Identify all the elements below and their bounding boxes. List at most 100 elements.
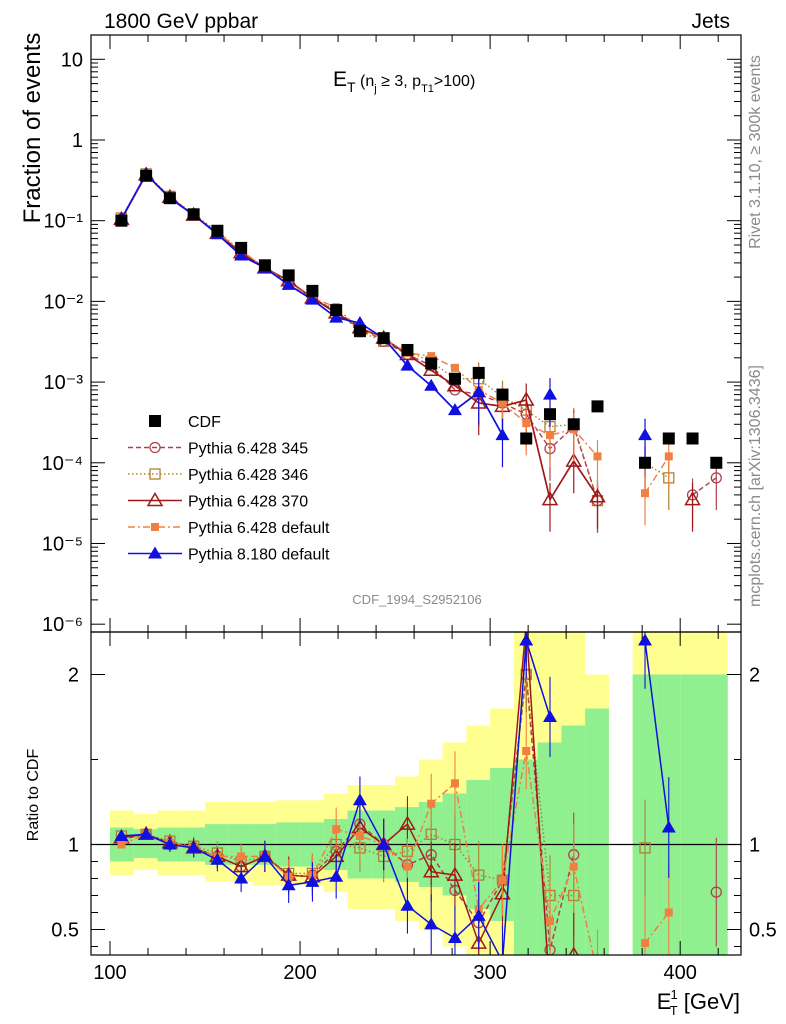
- rivet-label: Rivet 3.1.10, ≥ 300k events: [747, 55, 764, 249]
- data-point: [400, 358, 415, 371]
- data-point: [710, 472, 722, 484]
- ratio-point: [446, 866, 464, 881]
- data-point: [258, 259, 271, 272]
- legend-label: Pythia 6.428 default: [188, 520, 330, 537]
- data-point: [427, 352, 436, 361]
- ratio-point: [355, 832, 364, 840]
- ratio-point: [376, 837, 391, 850]
- ratio-point: [329, 869, 344, 882]
- ratio-point: [400, 898, 415, 911]
- ratio-point: [542, 710, 557, 722]
- data-point: [591, 400, 604, 413]
- legend-label: Pythia 8.180 default: [188, 547, 330, 564]
- main-panel: [113, 166, 723, 533]
- ratio-panel: [91, 632, 741, 1003]
- legend-entry: Pythia 6.428 346: [128, 467, 308, 484]
- ratio-frame: [90, 631, 742, 956]
- band-1sigma: [513, 759, 538, 955]
- ratio-point: [281, 878, 296, 891]
- main-y-tick-label: 10⁻⁵: [42, 533, 83, 555]
- ratio-point: [237, 852, 246, 861]
- ratio-y-tick-label: 1: [68, 835, 79, 857]
- series-cdf: [115, 169, 723, 469]
- axes-frames: 10 1 10⁻¹ 10⁻² 10⁻³ 10⁻⁴ 10⁻⁵ 10⁻⁶ 100 200 300 400 0…: [42, 34, 777, 984]
- ratio-point: [639, 842, 651, 854]
- ratio-point: [210, 852, 225, 865]
- data-point: [541, 491, 559, 506]
- main-y-tick-label: 10⁻¹: [44, 211, 84, 233]
- legend-label: Pythia 6.428 346: [188, 467, 308, 484]
- legend-marker: [149, 415, 161, 427]
- data-point: [522, 419, 531, 428]
- data-point: [425, 357, 438, 370]
- data-point: [542, 387, 557, 400]
- legend-entry: Pythia 8.180 default: [128, 546, 330, 564]
- ratio-point: [545, 917, 554, 925]
- data-point: [115, 214, 128, 227]
- ratio-point: [352, 793, 367, 806]
- ratio-point: [447, 931, 462, 943]
- ratio-point: [543, 991, 557, 1003]
- data-point: [496, 388, 509, 401]
- header-left: 1800 GeV ppbar: [104, 10, 258, 33]
- main-y-tick-label: 1: [72, 130, 83, 152]
- legend-label: Pythia 6.428 345: [188, 441, 308, 458]
- ratio-point: [117, 840, 126, 849]
- main-y-tick-label: 10⁻³: [44, 372, 84, 394]
- x-axis-title: E1 T [GeV]: [657, 987, 740, 1018]
- data-point: [401, 343, 414, 356]
- data-point: [520, 432, 533, 445]
- data-point: [447, 403, 462, 416]
- ratio-point: [519, 633, 534, 646]
- data-point: [710, 456, 723, 469]
- data-point: [543, 408, 556, 421]
- ratio-point: [424, 917, 439, 930]
- ratio-point: [234, 871, 249, 884]
- data-point: [450, 363, 459, 372]
- data-point: [641, 489, 650, 498]
- data-point: [330, 304, 343, 317]
- ratio-point: [399, 815, 416, 830]
- main-y-tick-label: 10: [61, 49, 83, 71]
- ratio-y-tick-label: 0.5: [51, 920, 79, 942]
- ratio-point: [664, 908, 673, 917]
- band-1sigma: [703, 674, 728, 955]
- ratio-point: [710, 886, 722, 898]
- header-right: Jets: [691, 10, 730, 33]
- data-point: [686, 432, 699, 445]
- ratio-point: [403, 862, 412, 871]
- ratio-point: [569, 862, 578, 871]
- ratio-y-tick-label-right: 0.5: [749, 920, 777, 942]
- ratio-point: [638, 633, 653, 646]
- x-tick-label: 200: [283, 962, 316, 984]
- legend: CDF Pythia 6.428 345 Pythia 6.428 346 Pythi…: [128, 414, 330, 564]
- data-point: [306, 284, 319, 297]
- x-tick-label: 400: [663, 962, 696, 984]
- data-point: [472, 366, 485, 379]
- data-point: [234, 248, 249, 261]
- legend-marker: [149, 468, 161, 480]
- data-point: [495, 428, 510, 441]
- legend-label: CDF: [188, 414, 221, 431]
- legend-marker: [149, 441, 161, 454]
- ratio-series-pythia-8-180-default: [114, 632, 676, 955]
- mcplots-label: mcplots.cern.ch [arXiv:1306.3436]: [747, 365, 764, 607]
- data-point: [235, 241, 248, 254]
- data-point: [638, 428, 653, 441]
- ratio-point: [186, 840, 201, 853]
- analysis-watermark: CDF_1994_S2952106: [352, 592, 481, 607]
- ratio-point: [568, 946, 579, 955]
- data-point: [424, 378, 439, 391]
- ratio-y-tick-label: 2: [68, 665, 79, 687]
- data-point: [498, 399, 507, 408]
- data-point: [353, 324, 366, 337]
- main-y-tick-label: 10⁻²: [44, 291, 84, 313]
- main-y-tick-label: 10⁻⁴: [42, 453, 83, 475]
- data-point: [545, 431, 554, 440]
- ratio-point: [498, 876, 507, 885]
- data-point: [664, 452, 673, 461]
- data-point: [163, 192, 176, 205]
- data-point: [211, 224, 224, 237]
- data-point: [567, 418, 580, 431]
